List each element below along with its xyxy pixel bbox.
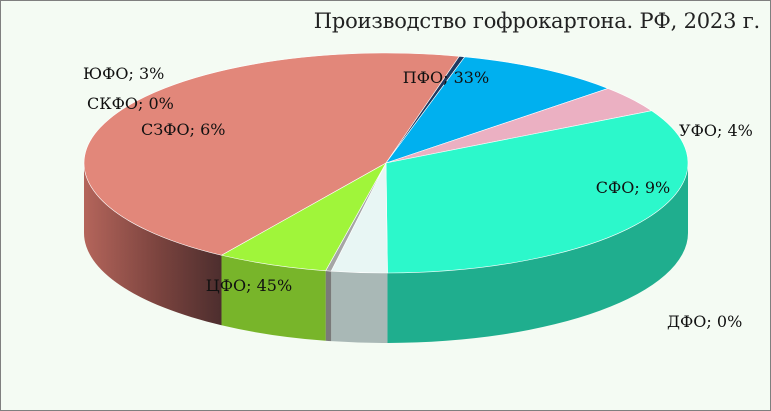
chart-title: Производство гофрокартона. РФ, 2023 г.	[313, 9, 760, 33]
slice-label-ЦФО: ЦФО; 45%	[206, 276, 292, 295]
pie-slice-СЗФО	[220, 162, 387, 272]
slice-label-УФО: УФО; 4%	[679, 121, 753, 140]
pie-side-ЮФО	[331, 271, 388, 343]
slice-label-СФО: СФО; 9%	[596, 178, 671, 197]
slice-label-СЗФО: СЗФО; 6%	[141, 120, 225, 139]
pie-slice-СФО	[385, 56, 609, 164]
pie-side-СЗФО	[221, 255, 326, 341]
pie-side-ЦФО	[84, 163, 222, 326]
slice-label-ЮФО: ЮФО; 3%	[83, 64, 164, 83]
slice-label-ДФО: ДФО; 0%	[667, 312, 742, 331]
pie-side-СКФО	[325, 270, 332, 342]
slice-label-СКФО: СКФО; 0%	[87, 94, 174, 113]
pie-slice-ЦФО	[83, 52, 460, 256]
pie-slice-ПФО	[385, 110, 689, 274]
slice-label-ПФО: ПФО; 33%	[403, 68, 489, 87]
pie-side-ПФО	[387, 163, 688, 343]
